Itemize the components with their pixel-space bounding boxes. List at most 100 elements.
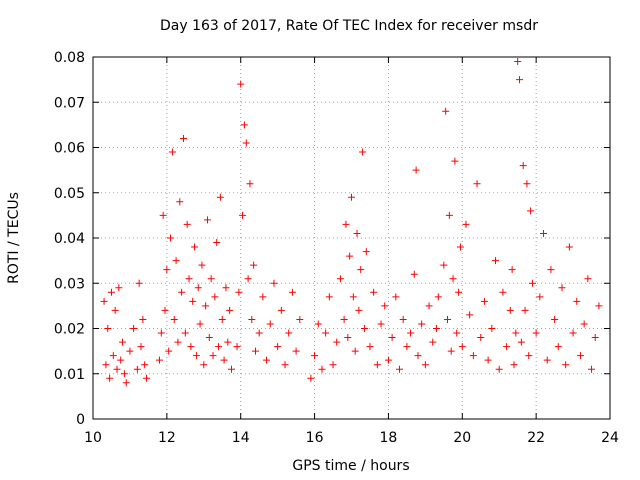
- data-point: [329, 361, 337, 369]
- data-point: [155, 356, 163, 364]
- data-point: [235, 288, 243, 296]
- data-point: [178, 288, 186, 296]
- data-point: [227, 365, 235, 373]
- data-point: [588, 365, 596, 373]
- data-point: [451, 157, 459, 165]
- data-point: [207, 275, 215, 283]
- data-point: [196, 320, 204, 328]
- data-point: [202, 302, 210, 310]
- data-point: [384, 356, 392, 364]
- data-point: [554, 343, 562, 351]
- data-point: [403, 343, 411, 351]
- data-point: [506, 306, 514, 314]
- x-tick-label: 14: [232, 430, 250, 446]
- data-point: [447, 347, 455, 355]
- data-point: [362, 248, 370, 256]
- data-point: [591, 334, 599, 342]
- data-point: [205, 334, 213, 342]
- data-point: [179, 134, 187, 142]
- data-point: [233, 343, 241, 351]
- y-tick-label: 0.03: [54, 276, 85, 292]
- data-point: [248, 315, 256, 323]
- data-point: [157, 329, 165, 337]
- data-point: [215, 343, 223, 351]
- data-point: [314, 320, 322, 328]
- data-point: [440, 261, 448, 269]
- data-point: [449, 275, 457, 283]
- data-point: [432, 325, 440, 332]
- data-point: [595, 302, 603, 310]
- data-point: [333, 338, 341, 346]
- data-point: [107, 288, 115, 296]
- data-point: [250, 261, 258, 269]
- data-point: [242, 139, 250, 147]
- data-point: [346, 252, 354, 260]
- data-point: [453, 329, 461, 337]
- data-point: [514, 58, 522, 66]
- chart-title: Day 163 of 2017, Rate Of TEC Index for r…: [160, 18, 538, 34]
- data-point: [318, 365, 326, 373]
- data-point: [573, 297, 581, 305]
- data-point: [543, 356, 551, 364]
- data-point: [222, 284, 230, 292]
- x-axis-label: GPS time / hours: [292, 458, 409, 474]
- data-points: [100, 58, 603, 387]
- data-point: [172, 257, 180, 265]
- data-point: [508, 266, 516, 274]
- data-point: [351, 347, 359, 355]
- data-point: [565, 243, 573, 251]
- data-point: [418, 320, 426, 328]
- data-point: [168, 148, 176, 156]
- data-point: [503, 343, 511, 351]
- data-point: [414, 352, 422, 360]
- data-point: [139, 315, 147, 323]
- data-point: [133, 365, 141, 373]
- data-point: [462, 220, 470, 228]
- x-tick-label: 16: [306, 430, 324, 446]
- data-point: [137, 343, 145, 351]
- data-point: [466, 311, 474, 319]
- data-point: [106, 374, 114, 382]
- data-point: [399, 315, 407, 323]
- data-point: [510, 361, 518, 369]
- y-tick-label: 0.05: [54, 186, 85, 202]
- data-point: [455, 288, 463, 296]
- data-point: [458, 343, 466, 351]
- data-point: [296, 315, 304, 323]
- data-point: [191, 243, 199, 251]
- data-point: [174, 338, 182, 346]
- data-point: [192, 352, 200, 360]
- data-point: [259, 293, 267, 301]
- x-tick-label: 18: [380, 430, 398, 446]
- data-point: [165, 347, 173, 355]
- data-point: [477, 334, 485, 342]
- data-point: [194, 284, 202, 292]
- data-point: [373, 361, 381, 369]
- data-point: [292, 347, 300, 355]
- data-point: [392, 293, 400, 301]
- data-point: [381, 302, 389, 310]
- data-point: [348, 193, 355, 201]
- data-point: [159, 211, 167, 219]
- data-point: [198, 261, 206, 269]
- data-point: [226, 306, 234, 314]
- data-point: [480, 297, 488, 305]
- data-point: [540, 229, 548, 237]
- data-point: [130, 325, 138, 332]
- data-point: [396, 365, 404, 373]
- data-point: [342, 220, 350, 228]
- data-point: [211, 293, 219, 301]
- data-point: [143, 374, 151, 382]
- data-point: [547, 266, 555, 274]
- data-point: [580, 320, 588, 328]
- data-point: [255, 329, 263, 337]
- data-point: [102, 361, 110, 369]
- data-point: [366, 343, 374, 351]
- data-point: [203, 216, 211, 224]
- data-point: [213, 239, 221, 247]
- x-tick-label: 12: [158, 430, 176, 446]
- data-point: [239, 211, 247, 219]
- y-axis-label: ROTI / TECUs: [6, 192, 22, 284]
- data-point: [421, 361, 429, 369]
- data-point: [532, 329, 540, 337]
